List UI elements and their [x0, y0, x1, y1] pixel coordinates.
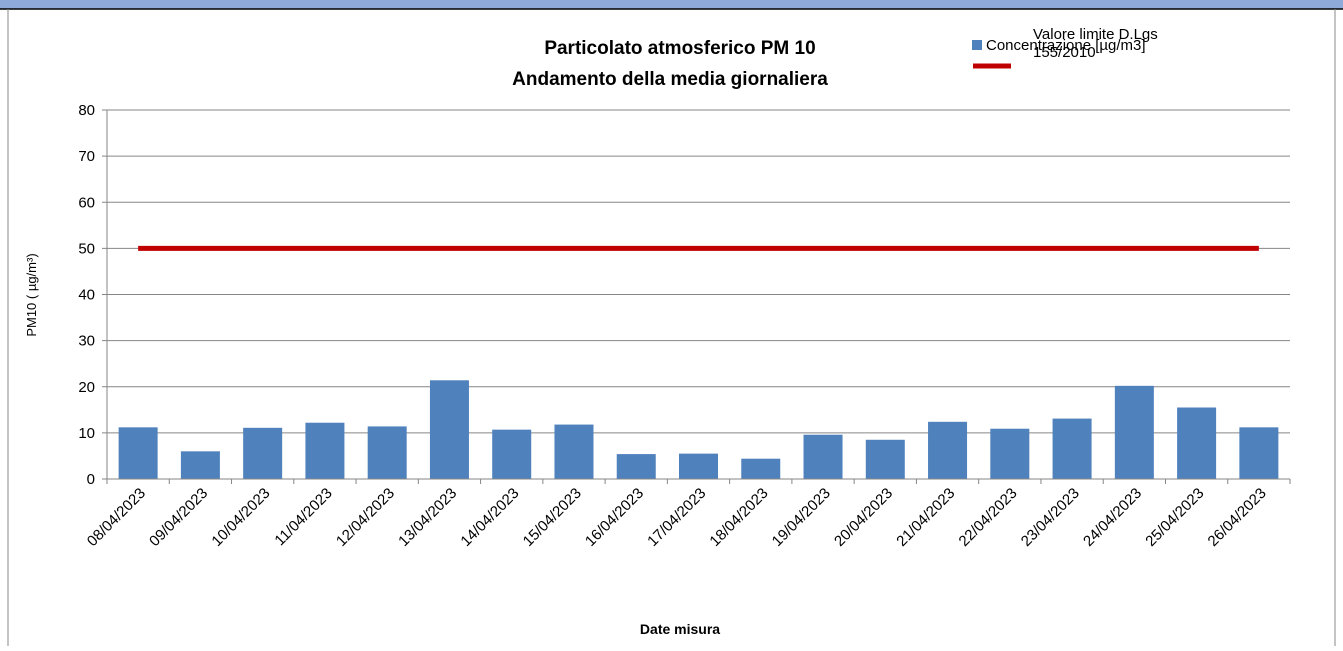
x-tick-label: 22/04/2023 [956, 485, 1021, 550]
x-tick-label: 11/04/2023 [271, 485, 335, 549]
bar [928, 421, 968, 479]
y-axis-label: PM10 ( µg/m³) [24, 253, 39, 336]
x-tick-label: 26/04/2023 [1205, 485, 1270, 550]
x-tick-label: 21/04/2023 [893, 485, 958, 550]
x-tick-label: 17/04/2023 [644, 485, 709, 550]
bar [243, 427, 283, 479]
x-tick-label: 12/04/2023 [333, 485, 398, 550]
x-tick-label: 18/04/2023 [706, 485, 771, 550]
legend-label: Concentrazione [µg/m3] [986, 37, 1146, 54]
bar [679, 453, 718, 479]
y-tick-label: 60 [78, 194, 95, 211]
top-band [0, 0, 1343, 9]
bar [990, 428, 1030, 479]
x-tick-label: 24/04/2023 [1080, 485, 1145, 550]
x-tick-label: 14/04/2023 [457, 485, 522, 550]
chart-title: Particolato atmosferico PM 10 [544, 38, 815, 59]
y-tick-label: 50 [78, 240, 95, 257]
y-tick-label: 20 [78, 379, 95, 396]
bar [305, 422, 345, 479]
chart-subtitle: Andamento della media giornaliera [512, 69, 828, 90]
y-tick-label: 10 [78, 425, 95, 442]
x-tick-label: 13/04/2023 [395, 485, 460, 550]
bar [180, 451, 220, 479]
bar [741, 458, 781, 479]
bar [616, 454, 656, 479]
bar [1114, 385, 1154, 479]
bar [554, 424, 594, 479]
y-tick-label: 70 [78, 148, 95, 165]
bar [367, 426, 407, 479]
x-tick-label: 16/04/2023 [582, 485, 647, 550]
bar [1177, 407, 1217, 479]
bar [492, 429, 532, 479]
x-tick-label: 19/04/2023 [769, 485, 834, 550]
x-tick-label: 10/04/2023 [208, 485, 273, 550]
y-tick-label: 0 [87, 471, 95, 488]
bar [1052, 418, 1092, 479]
y-tick-label: 80 [78, 102, 95, 119]
bar [865, 439, 905, 479]
x-tick-label: 08/04/2023 [84, 485, 149, 550]
legend-label: Valore limite D.Lgs 155/2010 [1033, 26, 1158, 61]
x-tick-label: 20/04/2023 [831, 485, 896, 550]
x-tick-label: 15/04/2023 [520, 485, 585, 550]
x-tick-label: 09/04/2023 [146, 485, 211, 550]
y-tick-label: 30 [78, 333, 95, 350]
x-axis-label: Date misura [640, 621, 720, 637]
x-tick-label: 23/04/2023 [1018, 485, 1083, 550]
bar [1239, 427, 1279, 479]
bar [429, 380, 469, 479]
legend-swatch [972, 40, 982, 50]
bar [803, 434, 843, 479]
y-tick-label: 40 [78, 287, 95, 304]
x-tick-label: 25/04/2023 [1142, 485, 1207, 550]
bar [118, 427, 158, 479]
